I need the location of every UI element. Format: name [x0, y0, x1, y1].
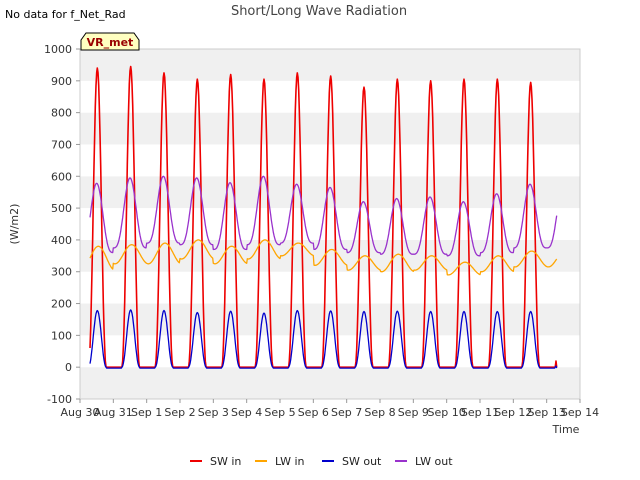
x-tick-label: Sep 1 — [131, 406, 162, 419]
y-tick-label: 900 — [51, 75, 72, 88]
x-tick-label: Sep 6 — [298, 406, 329, 419]
x-tick-label: Sep 14 — [561, 406, 599, 419]
x-tick-label: Sep 3 — [198, 406, 229, 419]
y-tick-label: 300 — [51, 266, 72, 279]
grid-band — [80, 176, 580, 209]
x-tick-label: Sep 9 — [398, 406, 429, 419]
legend-label-sw-out: SW out — [342, 455, 382, 468]
y-tick-label: 500 — [51, 202, 72, 215]
vr-met-badge: VR_met — [80, 32, 140, 51]
x-tick-label: Sep 2 — [164, 406, 195, 419]
grid-band — [80, 208, 580, 240]
x-tick-label: Sep 11 — [461, 406, 499, 419]
badge-label: VR_met — [87, 36, 134, 49]
series-line-lw-in — [89, 239, 558, 276]
x-tick-label: Sep 10 — [428, 406, 466, 419]
y-tick-label: 0 — [65, 361, 72, 374]
chart-title: Short/Long Wave Radiation — [231, 4, 407, 19]
series-line-lw-out — [89, 175, 558, 257]
x-tick-label: Sep 5 — [264, 406, 295, 419]
x-tick-label: Sep 4 — [231, 406, 262, 419]
grid-band — [80, 335, 580, 368]
y-tick-label: 700 — [51, 138, 72, 151]
grid-band — [80, 367, 580, 399]
no-data-note: No data for f_Net_Rad — [5, 8, 126, 21]
grid-band — [80, 144, 580, 177]
x-tick-label: Aug 31 — [94, 406, 133, 419]
x-axis-label: Time — [552, 423, 580, 436]
legend-label-lw-in: LW in — [275, 455, 305, 468]
series-line-sw-out — [89, 309, 558, 369]
x-tick-label: Sep 8 — [364, 406, 395, 419]
series-lines — [89, 65, 558, 369]
grid-band — [80, 271, 580, 304]
grid-band — [80, 112, 580, 145]
x-tick-label: Sep 12 — [494, 406, 532, 419]
y-tick-label: 400 — [51, 234, 72, 247]
x-tick-label: Sep 7 — [331, 406, 362, 419]
y-tick-label: 800 — [51, 107, 72, 120]
x-tick-label: Sep 13 — [528, 406, 566, 419]
legend: SW in LW in SW out LW out — [190, 455, 453, 468]
y-axis-label: (W/m2) — [8, 204, 21, 245]
y-tick-label: 1000 — [44, 43, 72, 56]
y-tick-label: 600 — [51, 170, 72, 183]
y-tick-label: 100 — [51, 329, 72, 342]
legend-label-lw-out: LW out — [415, 455, 453, 468]
plot-frame — [79, 48, 581, 400]
y-axis-ticks: -100 0 100 200 300 400 500 600 700 800 900 1000 — [44, 43, 80, 406]
y-tick-label: -100 — [47, 393, 72, 406]
x-tick-label: Aug 30 — [61, 406, 100, 419]
y-tick-label: 200 — [51, 298, 72, 311]
grid-band — [80, 303, 580, 336]
grid-bands — [80, 49, 580, 399]
legend-label-sw-in: SW in — [210, 455, 241, 468]
